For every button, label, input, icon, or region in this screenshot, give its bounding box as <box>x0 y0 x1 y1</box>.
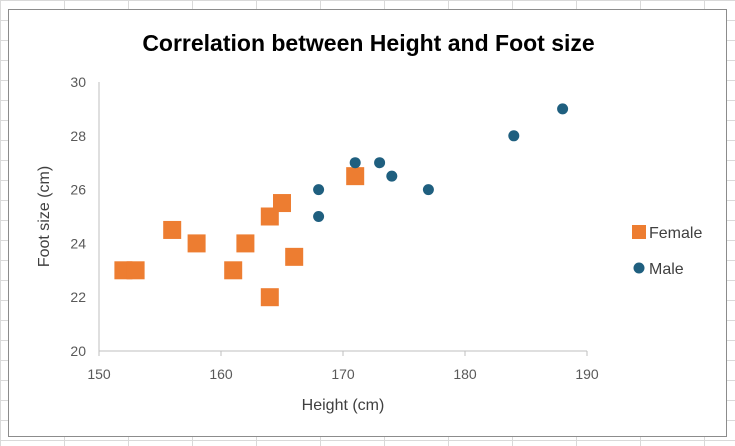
legend[interactable]: Female Male <box>632 225 702 278</box>
x-tick-label: 150 <box>87 366 111 382</box>
female-data-point[interactable] <box>260 288 279 307</box>
y-tick-label: 26 <box>70 182 86 198</box>
female-data-point[interactable] <box>273 194 291 213</box>
legend-label: Female <box>649 225 702 242</box>
y-tick-label: 28 <box>70 128 86 144</box>
male-data-point[interactable] <box>349 157 361 169</box>
legend-circle-marker <box>633 262 645 274</box>
y-tick-label: 20 <box>70 343 86 359</box>
x-tick-label: 180 <box>453 366 477 382</box>
y-tick-label: 24 <box>70 235 86 251</box>
x-tick-labels: 150 160 170 180 190 <box>87 366 599 382</box>
y-tick-labels: 20 22 24 26 28 30 <box>70 74 86 359</box>
chart-area[interactable]: Correlation between Height and Foot size… <box>8 9 727 437</box>
legend-square-marker <box>632 225 646 239</box>
x-tick-label: 190 <box>575 366 599 382</box>
legend-item-female[interactable]: Female <box>632 225 702 242</box>
male-data-point[interactable] <box>557 103 569 115</box>
axes <box>98 82 588 356</box>
x-tick-label: 170 <box>331 366 355 382</box>
x-tick-label: 160 <box>209 366 233 382</box>
male-data-point[interactable] <box>313 211 325 222</box>
female-data-point[interactable] <box>163 220 182 239</box>
data-points <box>114 103 569 307</box>
y-axis-title: Foot size (cm) <box>36 166 53 267</box>
male-data-point[interactable] <box>374 157 386 169</box>
legend-item-male[interactable]: Male <box>633 261 684 278</box>
scatter-plot: 20 22 24 26 28 30 150 160 170 180 190 Height (cm)… <box>36 74 702 414</box>
female-data-point[interactable] <box>224 261 243 280</box>
female-data-point[interactable] <box>285 247 304 266</box>
male-data-point[interactable] <box>313 184 325 196</box>
female-data-point[interactable] <box>346 167 365 186</box>
female-data-point[interactable] <box>126 261 145 280</box>
male-data-point[interactable] <box>508 130 520 142</box>
female-data-point[interactable] <box>187 234 206 253</box>
female-data-point[interactable] <box>236 234 255 253</box>
male-data-point[interactable] <box>422 184 434 196</box>
x-axis-title: Height (cm) <box>302 397 385 414</box>
male-data-point[interactable] <box>386 170 398 182</box>
chart-title: Correlation between Height and Foot size <box>142 30 595 56</box>
legend-label: Male <box>649 261 684 278</box>
y-tick-label: 22 <box>70 289 86 305</box>
y-tick-label: 30 <box>70 74 86 90</box>
